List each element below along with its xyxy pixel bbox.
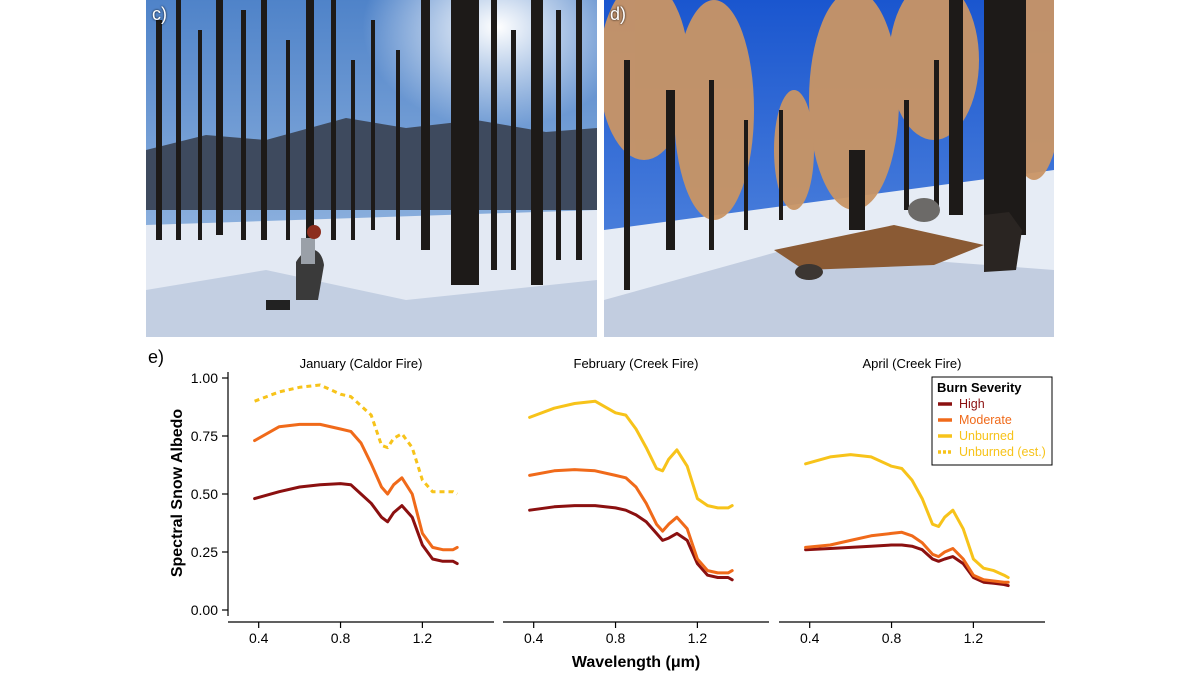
panel-letter-e: e) (148, 347, 164, 367)
y-axis-label: Spectral Snow Albedo (169, 409, 186, 578)
y-tick-label: 0.50 (191, 486, 218, 502)
y-tick-label: 0.00 (191, 602, 218, 618)
legend: Burn Severity High Moderate Unburned Unburne… (931, 376, 1053, 466)
photo-burned-forest-caldor: c) (146, 0, 597, 337)
legend-entry: High (959, 397, 985, 411)
x-axis-label: Wavelength (μm) (572, 654, 700, 671)
legend-entry: Unburned (959, 429, 1014, 443)
legend-entry: Unburned (est.) (959, 445, 1046, 459)
y-tick-label: 1.00 (191, 370, 218, 386)
series-line-high (253, 482, 459, 566)
photo-burned-forest-creek: d) (604, 0, 1054, 337)
series-line-moderate (528, 468, 734, 575)
x-tick-label: 1.2 (688, 630, 708, 646)
spectral-albedo-chart: e) 0.00 0.25 0.50 0.75 1.00 January (Caldor F… (0, 337, 1200, 675)
panel-letter-c: c) (152, 4, 167, 24)
x-tick-label: 0.4 (524, 630, 544, 646)
y-tick-label: 0.25 (191, 544, 218, 560)
photo-c-illustration (146, 0, 597, 337)
x-tick-label: 1.2 (413, 630, 433, 646)
x-tick-label: 0.8 (882, 630, 902, 646)
chart-svg: e) 0.00 0.25 0.50 0.75 1.00 January (Caldor F… (148, 347, 1053, 671)
series-line-moderate (253, 422, 459, 552)
subplot: January (Caldor Fire) 0.4 0.8 1.2 (228, 356, 494, 646)
subplot: April (Creek Fire) 0.4 0.8 1.2 (779, 356, 1045, 646)
panel-letter-d: d) (610, 4, 627, 24)
series-line-moderate (804, 530, 1010, 584)
photo-d-illustration (604, 0, 1054, 337)
y-tick-label: 0.75 (191, 428, 218, 444)
subplot-title: January (Caldor Fire) (300, 356, 423, 371)
series-line-high (528, 504, 734, 582)
series-line-unburned-est (254, 383, 458, 496)
x-tick-label: 0.4 (249, 630, 269, 646)
series-line-unburned (528, 399, 734, 510)
legend-entry: Moderate (959, 413, 1012, 427)
x-tick-label: 0.8 (606, 630, 626, 646)
subplot: February (Creek Fire) 0.4 0.8 1.2 (503, 356, 769, 646)
series-line-high (804, 543, 1010, 588)
legend-title: Burn Severity (937, 380, 1022, 395)
x-tick-label: 1.2 (964, 630, 984, 646)
subplot-title: February (Creek Fire) (574, 356, 699, 371)
x-tick-label: 0.4 (800, 630, 820, 646)
subplot-title: April (Creek Fire) (863, 356, 962, 371)
series-line-unburned (804, 453, 1010, 579)
x-tick-label: 0.8 (331, 630, 351, 646)
